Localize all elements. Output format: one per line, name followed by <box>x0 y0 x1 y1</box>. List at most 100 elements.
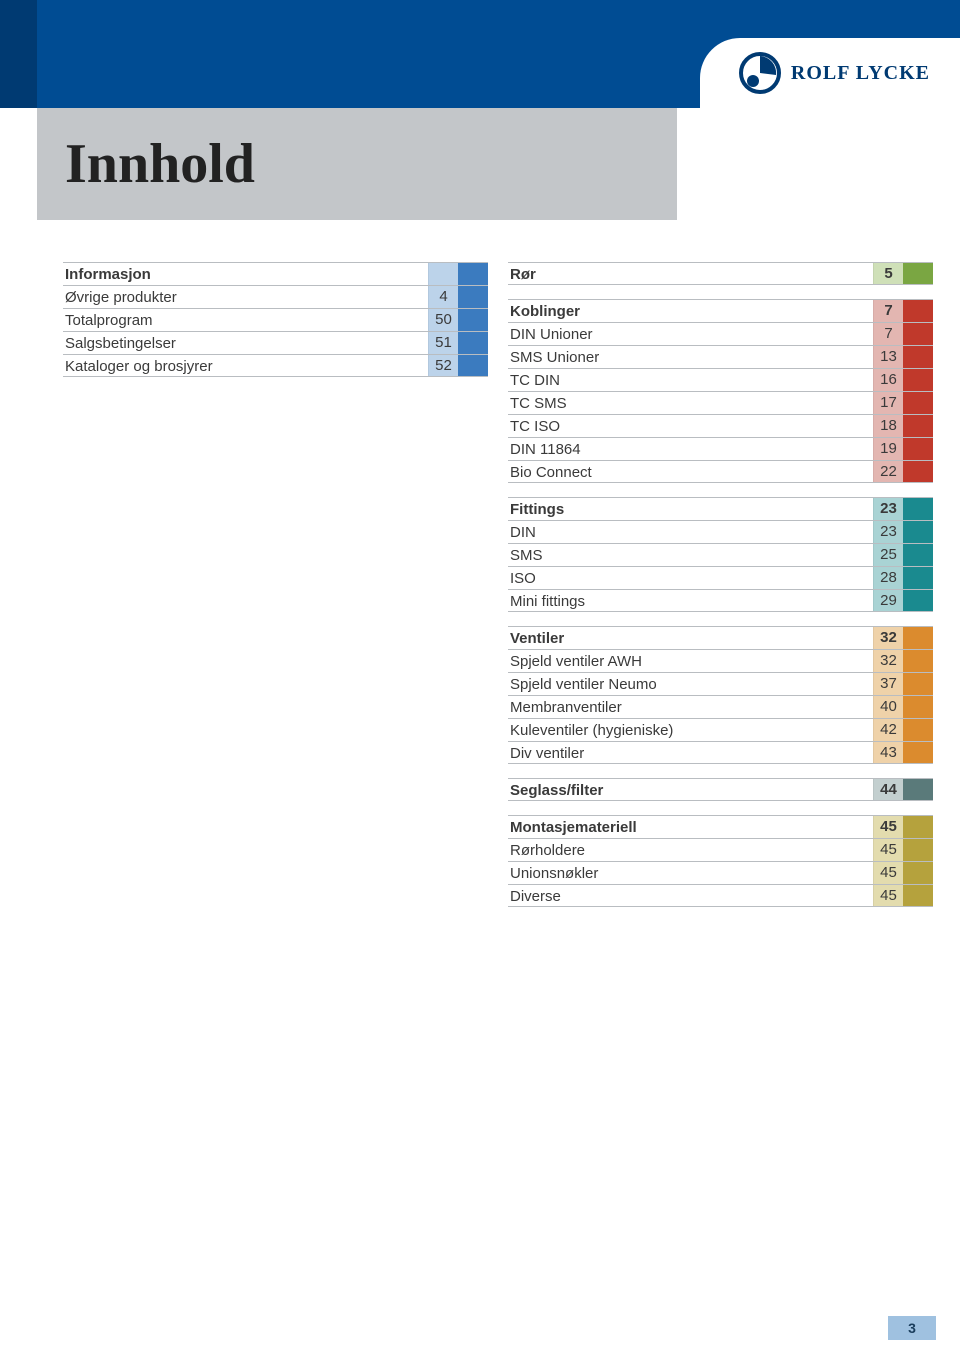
toc-row-page: 17 <box>873 392 903 414</box>
toc-row-label: Mini fittings <box>508 590 873 611</box>
toc-row-page: 45 <box>873 839 903 861</box>
toc-row-label: TC SMS <box>508 392 873 414</box>
page-title: Innhold <box>65 132 255 196</box>
toc-row[interactable]: Div ventiler43 <box>508 741 933 764</box>
toc-row-page: 51 <box>428 332 458 354</box>
toc-row-label: Informasjon <box>63 263 428 285</box>
toc-row-color-chip <box>903 627 933 649</box>
toc-row-page: 23 <box>873 521 903 543</box>
page-number: 3 <box>888 1316 936 1340</box>
toc-row-label: Bio Connect <box>508 461 873 482</box>
toc-row-label: Rør <box>508 263 873 284</box>
toc-row[interactable]: DIN 1186419 <box>508 437 933 460</box>
toc-row-page: 44 <box>873 779 903 800</box>
toc-row-color-chip <box>903 438 933 460</box>
toc-row-label: Fittings <box>508 498 873 520</box>
toc-row-color-chip <box>903 719 933 741</box>
toc-row[interactable]: Rør5 <box>508 262 933 285</box>
toc-row-color-chip <box>903 263 933 284</box>
toc-row[interactable]: Øvrige produkter4 <box>63 285 488 308</box>
toc-row-label: Kataloger og brosjyrer <box>63 355 428 376</box>
toc-row[interactable]: DIN Unioner7 <box>508 322 933 345</box>
toc-row-label: Spjeld ventiler Neumo <box>508 673 873 695</box>
toc-row[interactable]: SMS25 <box>508 543 933 566</box>
toc-row-color-chip <box>458 286 488 308</box>
toc-row[interactable]: TC ISO18 <box>508 414 933 437</box>
toc-row-color-chip <box>903 696 933 718</box>
toc-row-label: Salgsbetingelser <box>63 332 428 354</box>
toc-row-page: 43 <box>873 742 903 763</box>
toc-row-color-chip <box>903 885 933 906</box>
toc-row-page: 16 <box>873 369 903 391</box>
toc-row-color-chip <box>903 673 933 695</box>
toc-row[interactable]: ISO28 <box>508 566 933 589</box>
toc-row-label: TC ISO <box>508 415 873 437</box>
toc-row-page: 18 <box>873 415 903 437</box>
toc-row-label: Ventiler <box>508 627 873 649</box>
toc-row[interactable]: Kataloger og brosjyrer52 <box>63 354 488 377</box>
toc-row[interactable]: DIN23 <box>508 520 933 543</box>
toc-row-color-chip <box>903 567 933 589</box>
toc-row[interactable]: Koblinger7 <box>508 299 933 322</box>
toc-row[interactable]: Seglass/filter44 <box>508 778 933 801</box>
toc-row-page <box>428 263 458 285</box>
toc-row-page: 50 <box>428 309 458 331</box>
toc-group: InformasjonØvrige produkter4Totalprogram… <box>63 262 488 377</box>
toc-row[interactable]: Membranventiler40 <box>508 695 933 718</box>
toc-row-color-chip <box>903 839 933 861</box>
toc-row-page: 32 <box>873 650 903 672</box>
toc-group: Ventiler32Spjeld ventiler AWH32Spjeld ve… <box>508 626 933 764</box>
brand-logo-icon <box>739 52 781 94</box>
toc-row[interactable]: SMS Unioner13 <box>508 345 933 368</box>
toc-row-page: 23 <box>873 498 903 520</box>
toc-row-page: 7 <box>873 300 903 322</box>
title-panel: Innhold <box>37 108 677 220</box>
toc-row-label: Diverse <box>508 885 873 906</box>
toc-row-label: Øvrige produkter <box>63 286 428 308</box>
toc-row-page: 29 <box>873 590 903 611</box>
toc-left-column: InformasjonØvrige produkter4Totalprogram… <box>63 262 488 921</box>
toc-row-color-chip <box>903 862 933 884</box>
toc-row[interactable]: Bio Connect22 <box>508 460 933 483</box>
toc-row[interactable]: Ventiler32 <box>508 626 933 649</box>
toc-row-label: ISO <box>508 567 873 589</box>
toc-row-page: 40 <box>873 696 903 718</box>
toc-row-page: 28 <box>873 567 903 589</box>
toc-row[interactable]: Montasjemateriell45 <box>508 815 933 838</box>
toc-row-color-chip <box>903 300 933 322</box>
toc-row-color-chip <box>903 544 933 566</box>
toc-row[interactable]: Rørholdere45 <box>508 838 933 861</box>
toc-row[interactable]: Unionsnøkler45 <box>508 861 933 884</box>
toc-row-label: Seglass/filter <box>508 779 873 800</box>
toc-row-color-chip <box>903 521 933 543</box>
toc-row-color-chip <box>903 369 933 391</box>
toc-row-label: DIN 11864 <box>508 438 873 460</box>
toc-right-column: Rør5Koblinger7DIN Unioner7SMS Unioner13T… <box>508 262 933 921</box>
header-bar: ROLF LYCKE <box>0 0 960 108</box>
toc-row-label: Koblinger <box>508 300 873 322</box>
toc-row-color-chip <box>903 590 933 611</box>
toc-row-page: 7 <box>873 323 903 345</box>
toc-row[interactable]: Diverse45 <box>508 884 933 907</box>
toc-row[interactable]: Totalprogram50 <box>63 308 488 331</box>
toc-group: Rør5 <box>508 262 933 285</box>
toc-group: Seglass/filter44 <box>508 778 933 801</box>
toc-row-page: 52 <box>428 355 458 376</box>
toc-row[interactable]: Fittings23 <box>508 497 933 520</box>
toc-row-label: Rørholdere <box>508 839 873 861</box>
toc-row[interactable]: TC DIN16 <box>508 368 933 391</box>
toc-row-color-chip <box>458 332 488 354</box>
toc-row-color-chip <box>903 742 933 763</box>
toc-row-page: 25 <box>873 544 903 566</box>
toc-row[interactable]: Spjeld ventiler Neumo37 <box>508 672 933 695</box>
toc-row[interactable]: Spjeld ventiler AWH32 <box>508 649 933 672</box>
toc-row[interactable]: Salgsbetingelser51 <box>63 331 488 354</box>
brand-tab: ROLF LYCKE <box>700 38 960 108</box>
toc-row[interactable]: Kuleventiler (hygieniske)42 <box>508 718 933 741</box>
toc-group: Fittings23DIN23SMS25ISO28Mini fittings29 <box>508 497 933 612</box>
toc-row-label: Div ventiler <box>508 742 873 763</box>
toc-row-color-chip <box>903 816 933 838</box>
toc-row[interactable]: Informasjon <box>63 262 488 285</box>
toc-row[interactable]: Mini fittings29 <box>508 589 933 612</box>
toc-row[interactable]: TC SMS17 <box>508 391 933 414</box>
